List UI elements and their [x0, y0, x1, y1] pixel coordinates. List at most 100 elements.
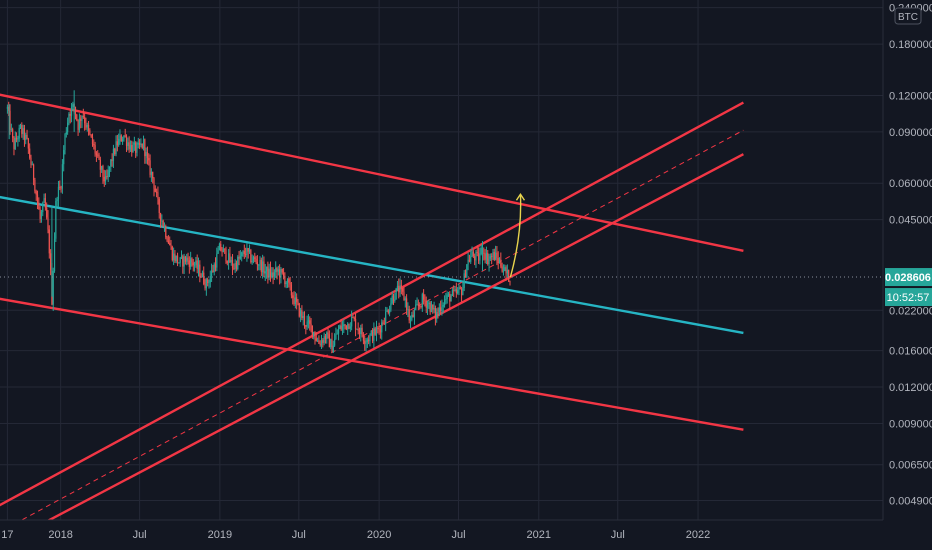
candle-body — [259, 259, 261, 265]
candle-body — [421, 294, 423, 308]
candle-body — [351, 317, 353, 327]
candle-body — [344, 324, 346, 326]
candle-body — [371, 331, 374, 341]
candle-body — [173, 253, 175, 261]
candle-body — [78, 118, 81, 130]
candle-body — [191, 258, 193, 263]
candle-body — [139, 142, 141, 146]
candle-body — [377, 327, 379, 329]
candle-body — [140, 143, 142, 146]
candle-body — [241, 252, 243, 257]
candle-body — [388, 309, 391, 314]
candle-body — [230, 259, 232, 263]
candle-body — [263, 261, 265, 274]
candle-body — [169, 243, 171, 246]
x-tick-label: 2019 — [208, 529, 232, 541]
candle-body — [327, 332, 329, 335]
candle-body — [104, 176, 107, 182]
candle-body — [324, 336, 327, 340]
candle-body — [69, 113, 71, 116]
candle-body — [293, 297, 295, 305]
candle-body — [26, 135, 28, 139]
candle-body — [149, 160, 151, 175]
candle-body — [174, 253, 176, 262]
candle-body — [183, 256, 185, 267]
candle-body — [13, 137, 15, 150]
candle-body — [480, 247, 482, 255]
candle-body — [256, 262, 258, 266]
candle-body — [310, 323, 312, 326]
candle-body — [428, 302, 430, 304]
candle-body — [508, 269, 510, 282]
candle-body — [57, 186, 60, 200]
candle-body — [77, 120, 79, 130]
candle-body — [195, 260, 197, 265]
candle-body — [217, 250, 219, 254]
candle-body — [373, 328, 375, 341]
candle-body — [340, 325, 342, 330]
candle-body — [305, 325, 307, 327]
candle-body — [234, 262, 236, 269]
candle-body — [279, 269, 281, 278]
candle-body — [497, 257, 499, 264]
candle-body — [72, 104, 74, 107]
candle-body — [364, 340, 366, 344]
symbol-label: BTC — [898, 12, 918, 23]
candle-body — [213, 264, 215, 272]
y-tick-label: 0.090000 — [889, 127, 932, 139]
x-tick-label: 2018 — [48, 529, 72, 541]
candle-body — [315, 338, 317, 341]
candle-body — [226, 261, 228, 263]
candle-body — [492, 252, 494, 257]
candle-body — [121, 139, 124, 142]
candle-body — [80, 118, 82, 122]
candle-body — [407, 309, 409, 311]
candle-body — [128, 142, 130, 150]
candle-body — [353, 317, 355, 320]
candle-body — [391, 295, 393, 304]
candle-body — [248, 250, 251, 252]
candle-body — [180, 256, 183, 258]
candle-body — [425, 301, 427, 308]
candle-body — [22, 128, 24, 134]
candle-body — [323, 336, 325, 343]
candle-body — [450, 295, 452, 302]
candle-body — [124, 135, 126, 137]
candle-body — [228, 253, 230, 263]
candle-body — [32, 164, 35, 181]
candle-body — [179, 257, 181, 263]
candle-body — [403, 291, 405, 301]
candle-body — [98, 154, 100, 160]
candle-body — [398, 285, 400, 293]
candle-body — [81, 116, 83, 122]
candle-body — [297, 301, 299, 304]
candle-body — [243, 251, 245, 255]
candle-body — [443, 299, 446, 306]
candle-body — [415, 304, 417, 310]
candle-body — [231, 259, 234, 268]
candle-body — [224, 248, 226, 250]
candle-body — [208, 282, 210, 284]
candle-body — [18, 127, 20, 139]
candle-body — [29, 148, 31, 158]
x-tick-label: 2022 — [686, 529, 710, 541]
candle-body — [145, 151, 147, 157]
candle-body — [99, 159, 101, 170]
countdown-label: 10:52:57 — [887, 292, 930, 304]
candle-body — [276, 267, 278, 272]
candle-body — [237, 256, 239, 270]
candle-body — [272, 272, 274, 277]
candle-body — [260, 259, 262, 273]
candle-body — [298, 303, 300, 317]
candle-body — [133, 142, 135, 145]
candle-body — [166, 237, 168, 242]
candle-body — [91, 136, 94, 145]
candle-body — [10, 129, 12, 130]
candle-body — [267, 266, 269, 278]
candle-body — [413, 309, 416, 318]
candle-body — [504, 267, 506, 271]
candle-body — [40, 212, 43, 219]
candle-body — [182, 256, 184, 267]
